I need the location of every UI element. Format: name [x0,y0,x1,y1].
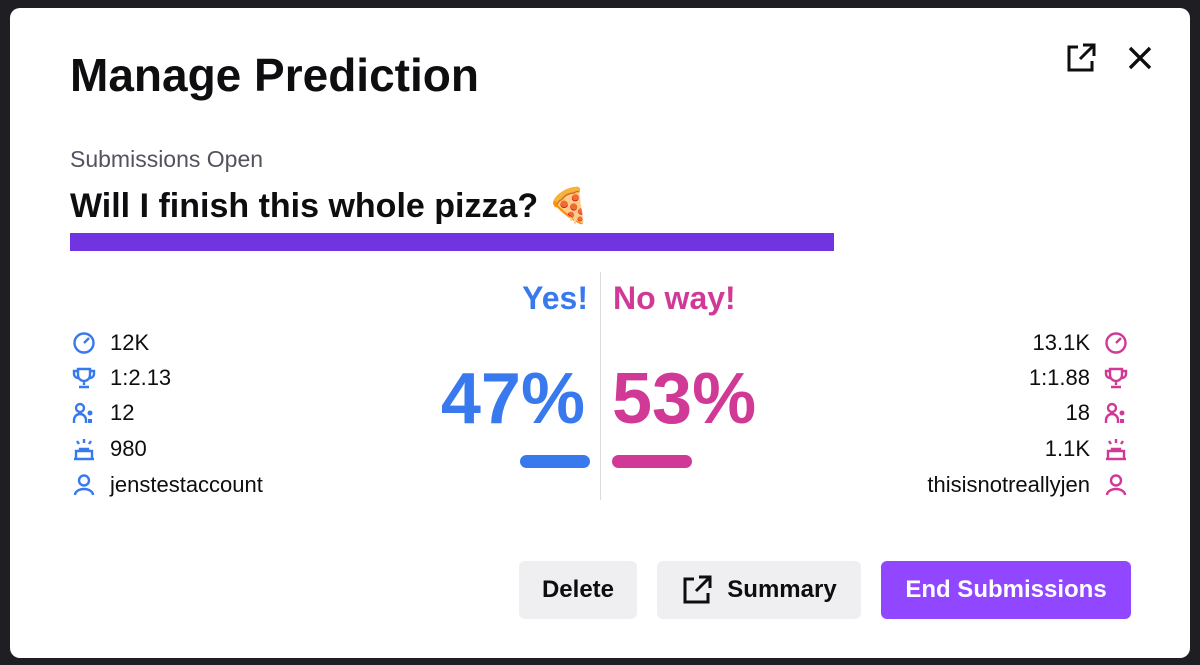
stat-icon [1104,331,1128,355]
icon-users [72,402,93,423]
icon-points [73,332,95,354]
stat-top-points: 1.1K [1044,436,1090,461]
outcome-percent: 47% [440,359,585,439]
stat-users: 12 [110,400,135,425]
icon-ratio [1104,367,1128,389]
icon-top-points [74,439,94,461]
icon-top-user [73,474,95,496]
stat-ratio: 1:2.13 [110,365,172,390]
stat-top-points: 980 [110,436,147,461]
delete-button[interactable]: Delete [519,561,637,619]
modal-title: Manage Prediction [70,49,479,101]
button-label: End Submissions [905,576,1107,603]
stat-icon [1104,437,1128,461]
popout-icon [683,575,712,604]
stat-points: 12K [110,330,150,355]
stat-points: 13.1K [1032,330,1091,355]
outcome-bar [520,455,590,468]
stat-top-user: jenstestaccount [110,472,263,497]
stat-icon [1104,401,1128,425]
stat-icon [1104,473,1128,497]
icon-top-user [1105,474,1127,496]
divider [600,272,601,500]
question: Will I finish this whole pizza? 🍕 [70,187,590,225]
stat-users: 18 [1065,400,1090,425]
end-submissions-button[interactable]: End Submissions [881,561,1131,619]
prediction-modal: Manage Prediction Submissions Open Will … [10,8,1190,658]
button-label: Summary [727,576,837,603]
outcome-name: Yes! [522,280,588,316]
icon-top-points [1106,439,1126,461]
status: Submissions Open [70,146,264,172]
summary-button[interactable]: Summary [657,561,861,619]
stat-ratio: 1:1.88 [1028,365,1090,390]
stat-icon [72,331,96,355]
outcome-bar [612,455,692,468]
outcome-name: No way! [613,280,736,316]
button-label: Delete [541,576,615,603]
stat-icon [72,473,96,497]
close-button[interactable] [1126,44,1154,72]
popout-button[interactable] [1064,41,1098,75]
stat-icon [72,401,96,425]
stat-icon [72,437,96,461]
icon-ratio [72,367,96,389]
timer-bar [70,233,834,251]
stat-top-user: thisisnotreallyjen [927,472,1090,497]
stat-icon [72,366,96,390]
icon-points [1105,332,1127,354]
outcome-percent: 53% [612,359,757,439]
stat-icon [1104,366,1128,390]
icon-users [1104,402,1125,423]
